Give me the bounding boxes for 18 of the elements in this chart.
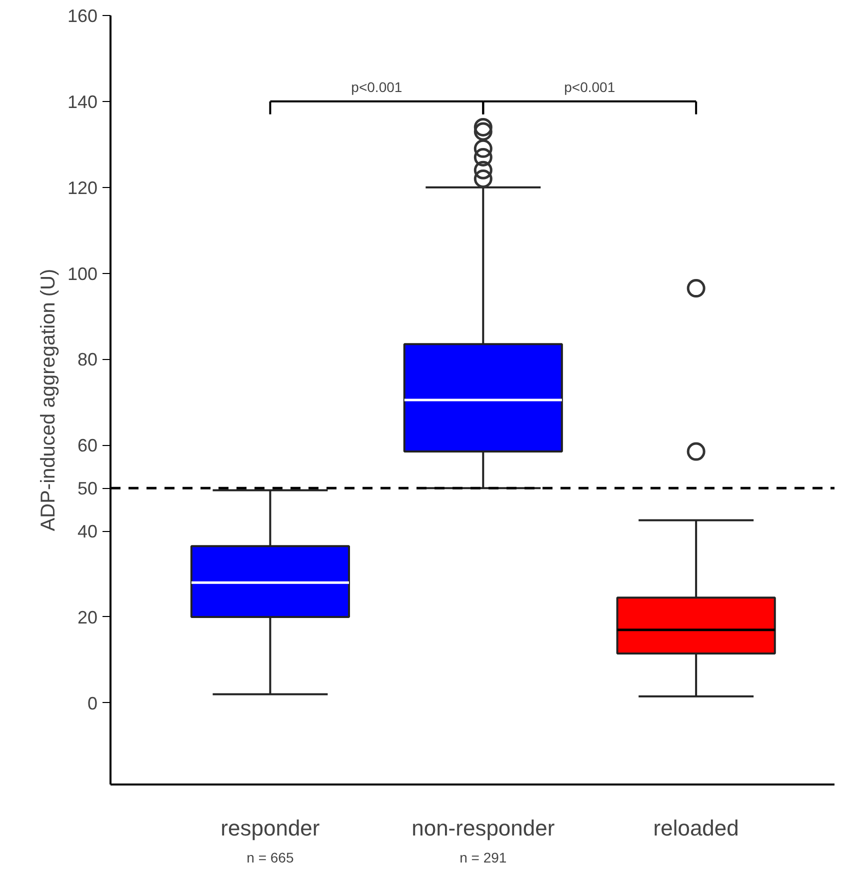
ref-line-label: 50 (77, 478, 98, 499)
annotation: p<0.001 (564, 78, 616, 95)
y-tick-label: 100 (67, 264, 98, 284)
y-tick-label: 120 (67, 178, 98, 198)
y-tick-label: 80 (77, 350, 98, 370)
y-tick-label: 0 (87, 693, 98, 714)
y-tick-label: 40 (77, 522, 98, 542)
x-tick-label: responder (220, 816, 320, 840)
y-tick-label: 140 (67, 92, 98, 112)
x-tick-label: reloaded (653, 816, 739, 840)
x-tick-label: non-responder (412, 816, 555, 840)
text: n = 291 (460, 850, 507, 866)
annotation: p<0.001 (351, 78, 402, 95)
y-tick-label: 160 (67, 6, 98, 26)
y-tick-label: 20 (77, 607, 98, 628)
text: n = 665 (246, 850, 294, 866)
y-axis-title: ADP-induced aggregation (U) (37, 268, 60, 532)
y-tick-label: 60 (77, 436, 98, 456)
